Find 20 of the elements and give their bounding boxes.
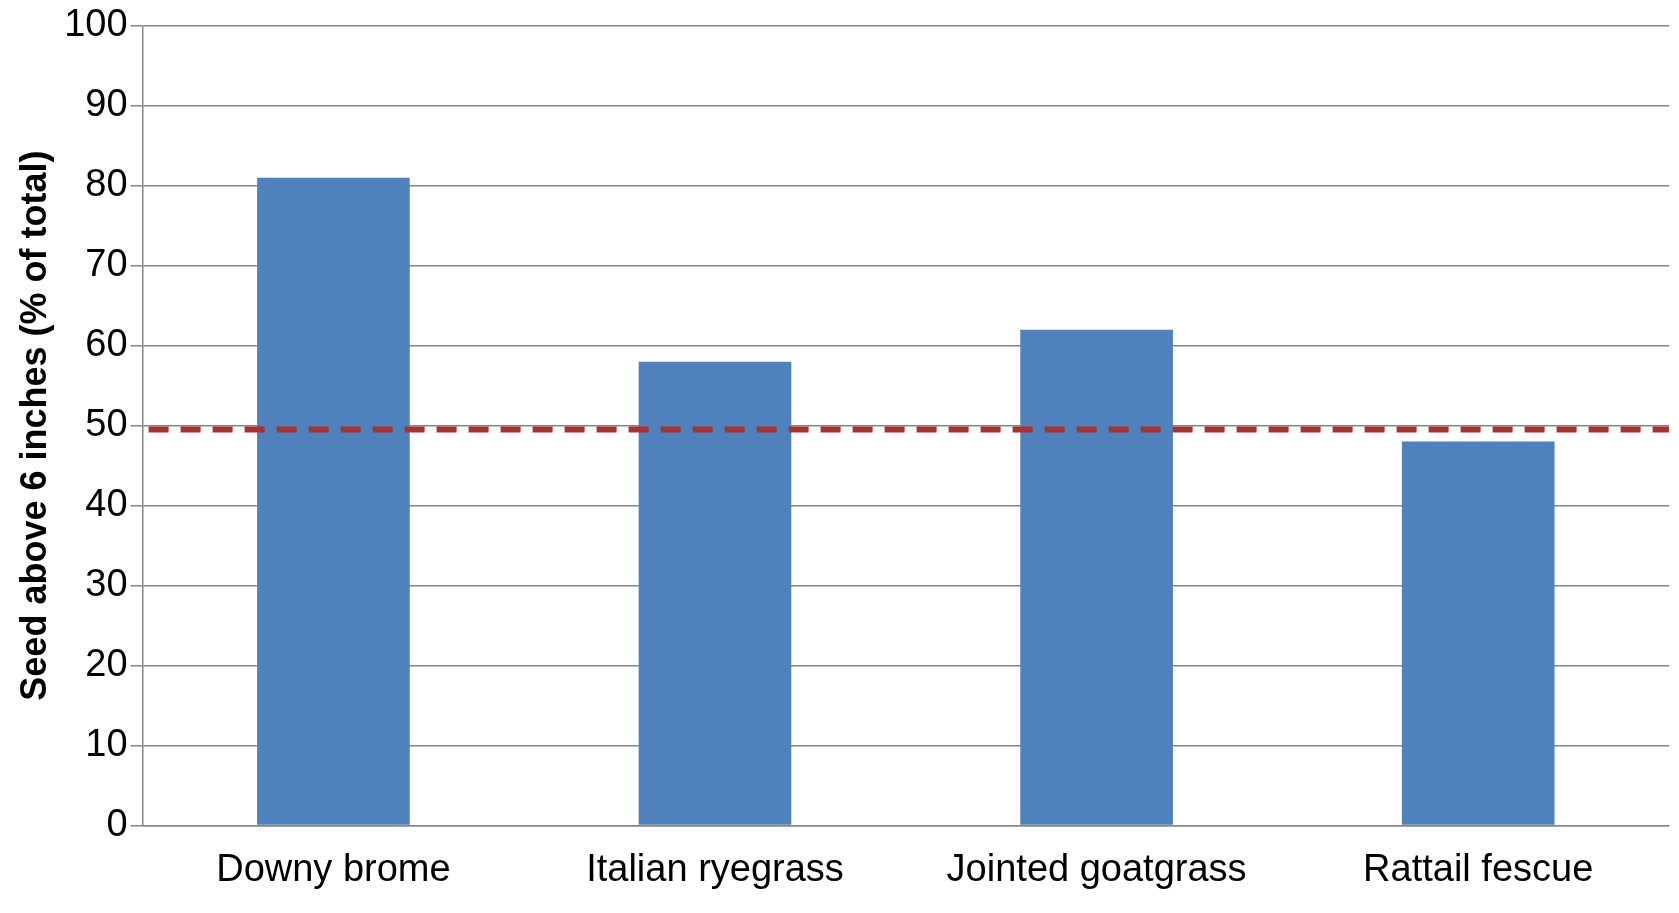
y-tick-label: 10: [85, 721, 128, 764]
bar: [1020, 329, 1173, 825]
y-axis-title: Seed above 6 inches (% of total): [12, 150, 54, 701]
y-tick-label: 100: [64, 2, 128, 45]
y-tick-label: 70: [85, 242, 128, 285]
y-tick-label: 90: [85, 82, 128, 125]
bar: [257, 177, 410, 825]
bar: [638, 361, 792, 825]
bar: [1401, 441, 1555, 825]
y-tick-label: 50: [85, 402, 128, 445]
y-tick-label: 80: [85, 162, 128, 205]
y-tick-label: 40: [85, 482, 128, 525]
x-tick-label: Jointed goatgrass: [946, 846, 1247, 889]
y-tick-label: 60: [85, 322, 128, 365]
x-tick-label: Rattail fescue: [1363, 846, 1594, 889]
x-tick-label: Italian ryegrass: [586, 846, 844, 889]
y-tick-label: 20: [85, 641, 128, 684]
y-tick-label: 0: [106, 801, 128, 844]
y-tick-label: 30: [85, 562, 128, 604]
x-tick-label: Downy brome: [216, 846, 451, 889]
